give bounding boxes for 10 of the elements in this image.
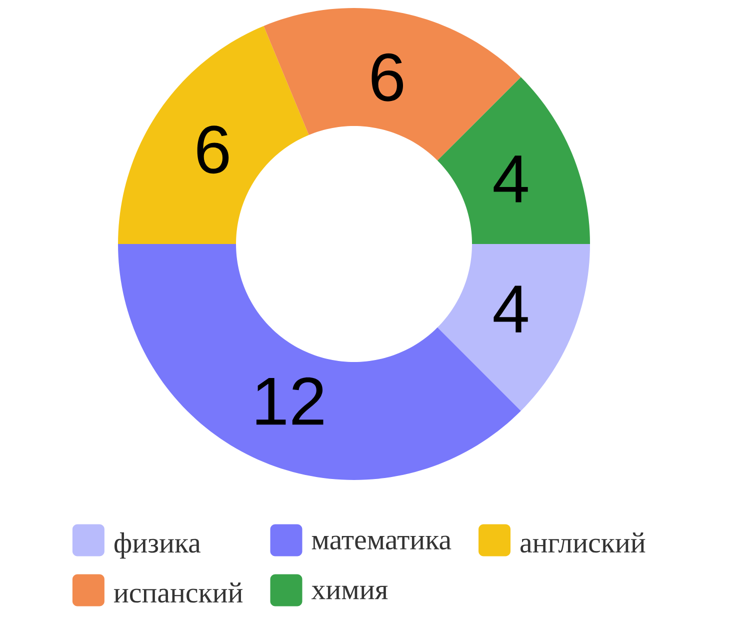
legend-label: химия — [311, 586, 388, 600]
legend-label: физика — [114, 532, 201, 559]
legend-label: испанский — [114, 582, 243, 603]
data-label: 12 — [256, 377, 324, 425]
data-label: 6 — [197, 126, 229, 174]
data-label: 4 — [494, 286, 528, 332]
legend-label: англиский — [520, 532, 646, 553]
data-label: 4 — [494, 156, 528, 202]
legend-label: математика — [312, 536, 452, 550]
data-label: 6 — [372, 53, 404, 102]
